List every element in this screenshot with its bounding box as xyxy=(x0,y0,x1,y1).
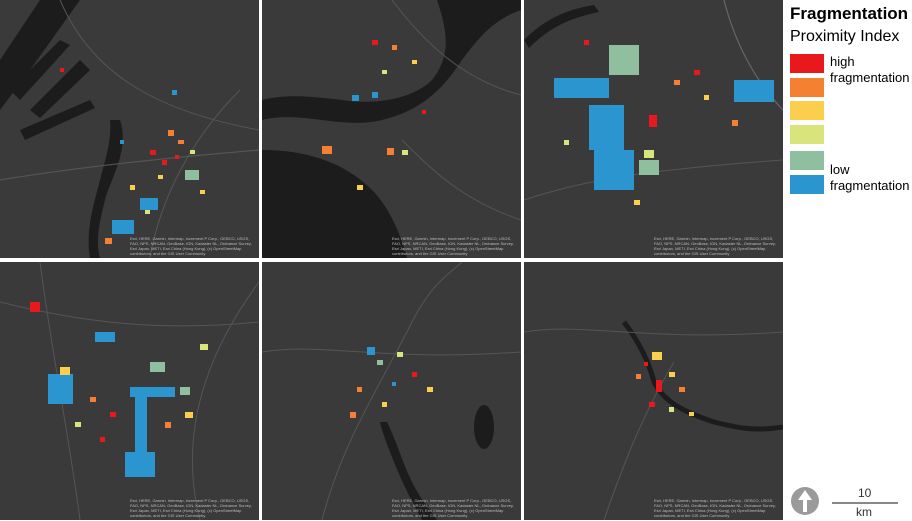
scale-bar: 10 km xyxy=(828,486,908,520)
map-grid: Esri, HERE, Garmin, Intermap, increment … xyxy=(0,0,784,520)
legend-swatch-4 xyxy=(790,125,824,144)
map-panel-2-graphic xyxy=(262,0,521,258)
map-panel-4[interactable]: Esri, HERE, Garmin, Intermap, increment … xyxy=(0,262,259,520)
map-panel-3-graphic xyxy=(524,0,783,205)
map-attribution: Esri, HERE, Garmin, Intermap, increment … xyxy=(130,498,252,518)
legend-swatch-5 xyxy=(790,151,824,170)
legend: Fragmentation Proximity Index high fragm… xyxy=(786,0,912,520)
legend-swatch-6 xyxy=(790,175,824,194)
legend-swatch-2 xyxy=(790,78,824,97)
north-arrow-icon xyxy=(790,486,820,516)
map-panel-5-graphic xyxy=(262,262,521,520)
map-attribution: Esri, HERE, Garmin, Intermap, increment … xyxy=(654,236,776,256)
map-attribution: Esri, HERE, Garmin, Intermap, increment … xyxy=(392,236,514,256)
map-panel-4-graphic xyxy=(0,262,259,520)
legend-swatch-1 xyxy=(790,54,824,73)
scale-line xyxy=(832,502,898,504)
map-panel-5[interactable]: Esri, HERE, Garmin, Intermap, increment … xyxy=(262,262,521,520)
map-panel-6-graphic xyxy=(524,320,783,520)
map-panel-2[interactable]: Esri, HERE, Garmin, Intermap, increment … xyxy=(262,0,521,258)
scale-unit: km xyxy=(856,505,872,519)
scale-value: 10 xyxy=(858,486,872,500)
map-attribution: Esri, HERE, Garmin, Intermap, increment … xyxy=(392,498,514,518)
legend-subtitle: Proximity Index xyxy=(790,28,900,45)
map-panel-1-graphic xyxy=(0,0,259,258)
legend-title: Fragmentation xyxy=(790,4,909,23)
legend-label-low: low fragmentation xyxy=(830,162,910,193)
legend-swatch-3 xyxy=(790,101,824,120)
map-panel-3[interactable]: Esri, HERE, Garmin, Intermap, increment … xyxy=(524,0,783,258)
map-panel-6[interactable]: Esri, HERE, Garmin, Intermap, increment … xyxy=(524,262,783,520)
map-attribution: Esri, HERE, Garmin, Intermap, increment … xyxy=(130,236,252,256)
map-panel-1[interactable]: Esri, HERE, Garmin, Intermap, increment … xyxy=(0,0,259,258)
legend-label-high: high fragmentation xyxy=(830,54,910,85)
map-attribution: Esri, HERE, Garmin, Intermap, increment … xyxy=(654,498,776,518)
